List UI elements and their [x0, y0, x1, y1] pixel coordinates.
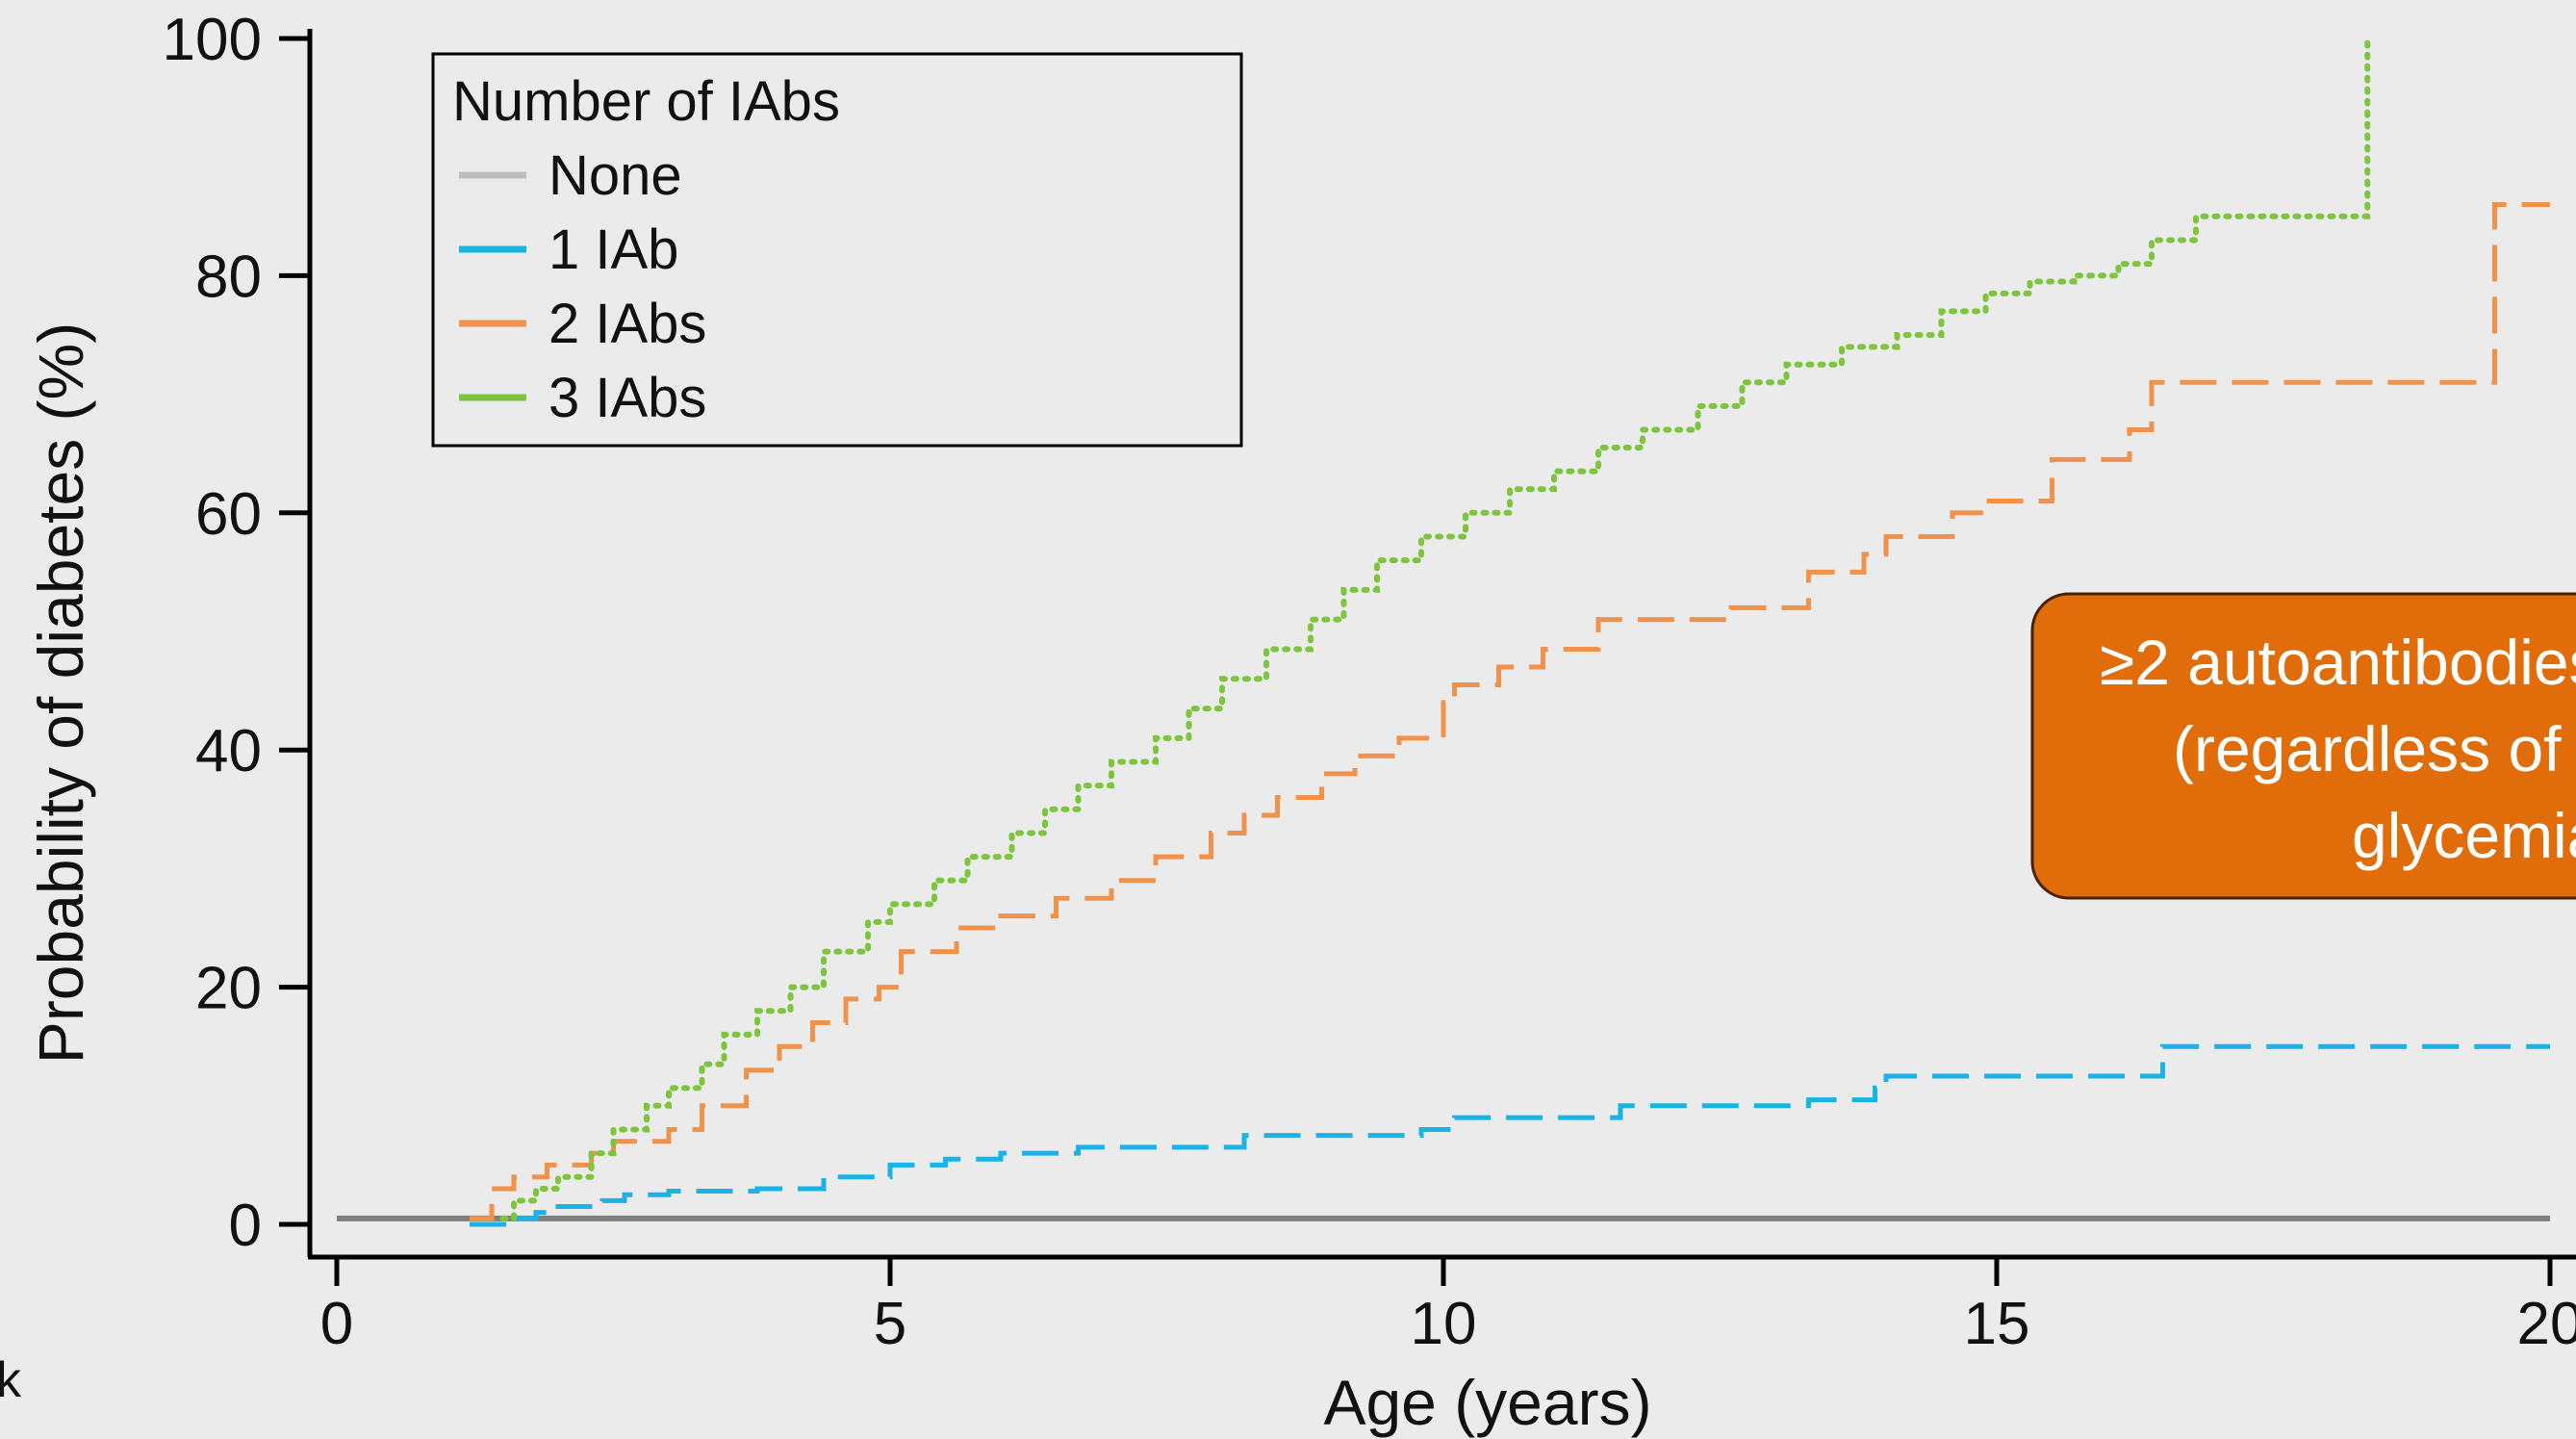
callout-line-1: ≥2 autoantibodies	[2100, 627, 2576, 698]
y-ticks: 0 20 40 60 80 100	[163, 7, 310, 1259]
legend-label-2-iabs: 2 IAbs	[548, 293, 706, 355]
x-tick-label: 20	[2517, 1291, 2576, 1357]
legend-box	[431, 52, 1243, 448]
y-tick-label: 100	[163, 7, 262, 73]
series-line-2-iabs	[470, 201, 2550, 1221]
x-tick-label: 0	[320, 1291, 353, 1357]
legend-title: Number of IAbs	[452, 70, 840, 133]
callout-line-2: (regardless of	[2173, 713, 2562, 784]
x-axis-title: Age (years)	[1323, 1367, 1651, 1438]
series-layer	[337, 36, 2550, 1227]
legend-label-1-iab: 1 IAb	[548, 218, 678, 281]
legend: Number of IAbs None 1 IAb 2 IAbs 3 IAbs	[431, 52, 1243, 448]
series-line-1-iab	[470, 1043, 2550, 1227]
y-tick-label: 60	[195, 481, 262, 548]
series-line-3-iabs	[499, 36, 2371, 1221]
callout-line-3: glycemia)	[2352, 800, 2576, 871]
legend-label-3-iabs: 3 IAbs	[548, 367, 706, 429]
y-tick-label: 40	[195, 718, 262, 784]
axes: 0 20 40 60 80 100 0 5 10 15 20	[163, 7, 2576, 1357]
page-edge-text: k	[0, 1352, 22, 1408]
x-tick-label: 15	[1964, 1291, 2030, 1357]
x-tick-label: 10	[1411, 1291, 1477, 1357]
x-tick-label: 5	[874, 1291, 906, 1357]
callout-box	[2030, 592, 2576, 900]
y-tick-label: 0	[229, 1193, 262, 1259]
legend-items: None 1 IAb 2 IAbs 3 IAbs	[459, 144, 706, 429]
legend-label-none: None	[548, 144, 682, 207]
y-axis-title: Probability of diabetes (%)	[25, 322, 96, 1064]
y-tick-label: 20	[195, 956, 262, 1022]
x-ticks: 0 5 10 15 20	[320, 1257, 2576, 1357]
annotation-callout: ≥2 autoantibodies (regardless of glycemi…	[2030, 592, 2576, 900]
y-tick-label: 80	[195, 244, 262, 310]
